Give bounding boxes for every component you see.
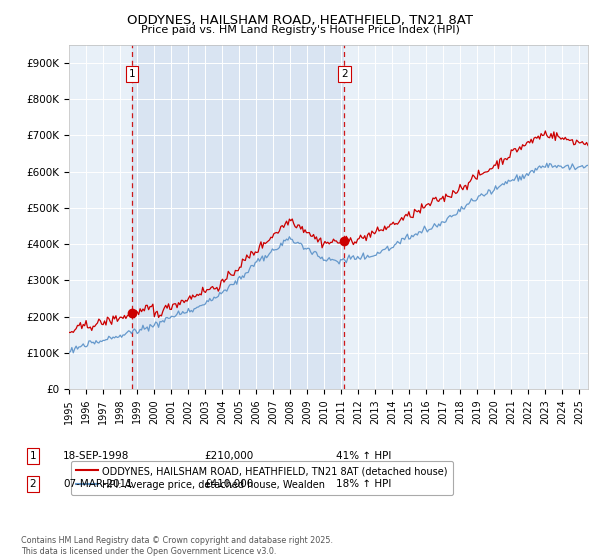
Text: 07-MAR-2011: 07-MAR-2011 bbox=[63, 479, 133, 489]
Text: 1: 1 bbox=[29, 451, 37, 461]
Text: 18% ↑ HPI: 18% ↑ HPI bbox=[336, 479, 391, 489]
Text: 1: 1 bbox=[129, 69, 136, 79]
Legend: ODDYNES, HAILSHAM ROAD, HEATHFIELD, TN21 8AT (detached house), HPI: Average pric: ODDYNES, HAILSHAM ROAD, HEATHFIELD, TN21… bbox=[71, 461, 453, 495]
Text: Price paid vs. HM Land Registry's House Price Index (HPI): Price paid vs. HM Land Registry's House … bbox=[140, 25, 460, 35]
Text: 18-SEP-1998: 18-SEP-1998 bbox=[63, 451, 130, 461]
Text: £210,000: £210,000 bbox=[204, 451, 253, 461]
Text: ODDYNES, HAILSHAM ROAD, HEATHFIELD, TN21 8AT: ODDYNES, HAILSHAM ROAD, HEATHFIELD, TN21… bbox=[127, 14, 473, 27]
Text: 2: 2 bbox=[29, 479, 37, 489]
Bar bbox=[132, 45, 344, 389]
Text: 2: 2 bbox=[341, 69, 347, 79]
Text: 41% ↑ HPI: 41% ↑ HPI bbox=[336, 451, 391, 461]
Text: Contains HM Land Registry data © Crown copyright and database right 2025.
This d: Contains HM Land Registry data © Crown c… bbox=[21, 536, 333, 556]
Text: £410,000: £410,000 bbox=[204, 479, 253, 489]
